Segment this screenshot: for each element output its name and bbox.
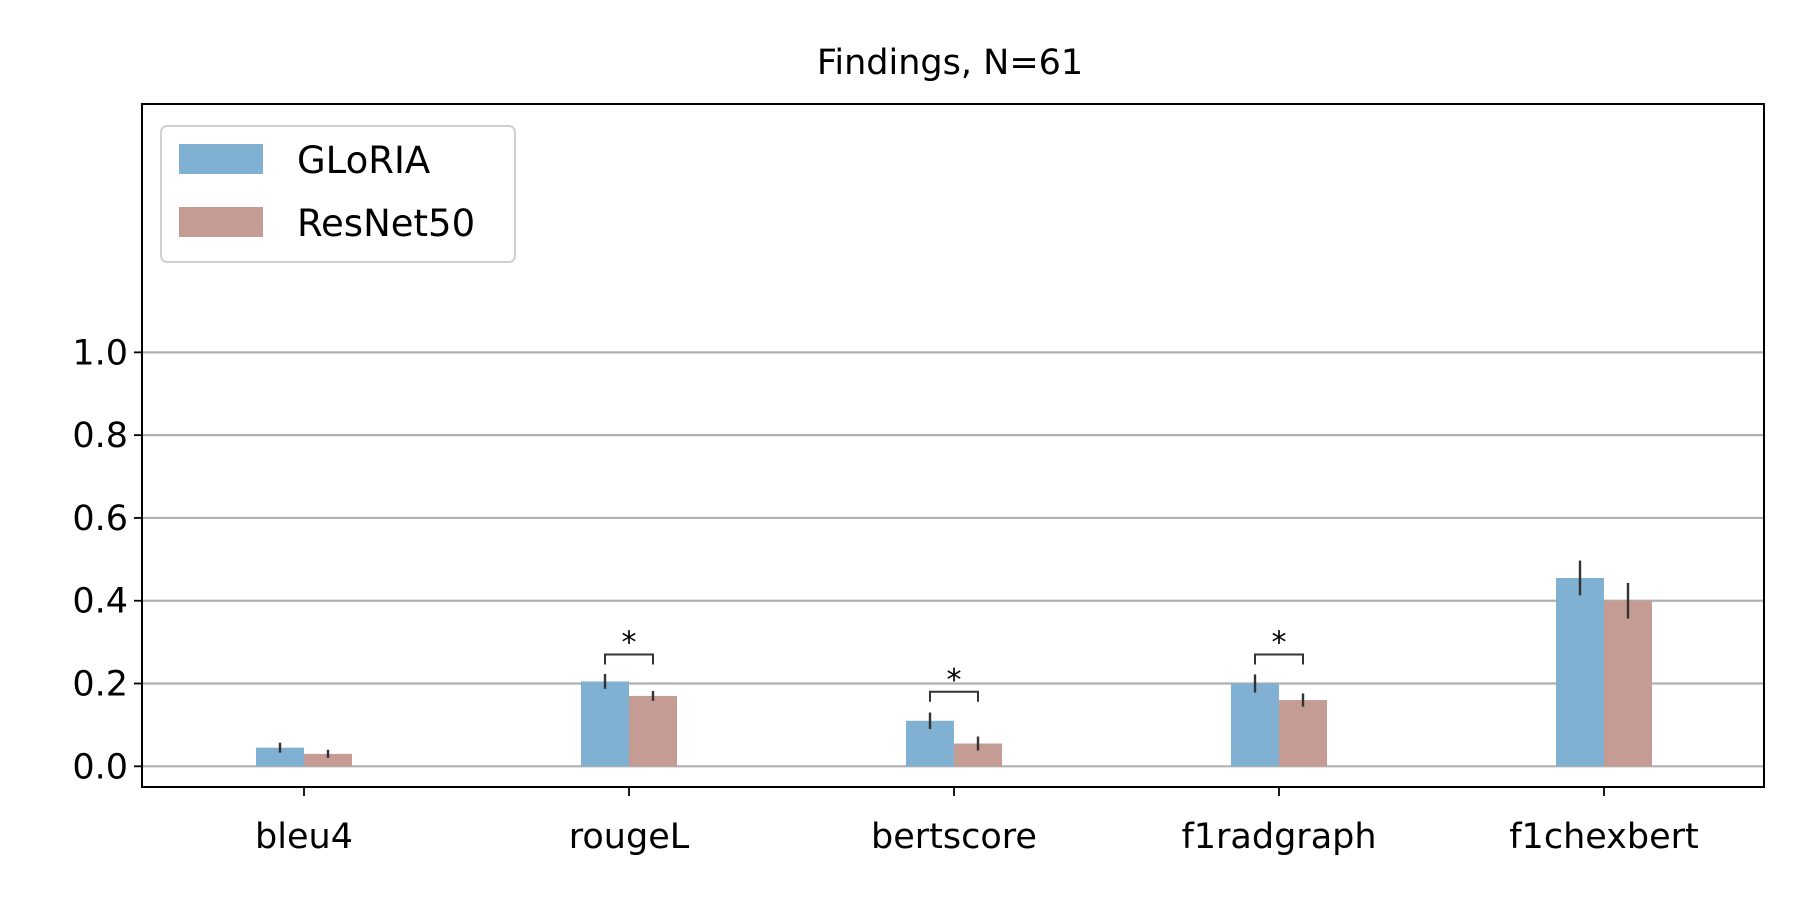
- x-tick-label: f1radgraph: [1181, 817, 1376, 857]
- bar-gloria-f1chexbert: [1556, 577, 1604, 767]
- bar-gloria-rougeL: [581, 681, 629, 767]
- plot-frame: [141, 103, 1765, 788]
- bar-resnet50-bertscore: [954, 743, 1002, 767]
- bars: [256, 577, 1652, 767]
- y-tick-label: 0.4: [72, 582, 128, 622]
- significance-star: *: [1272, 626, 1287, 661]
- significance-star: *: [947, 663, 962, 698]
- significance-bracket: [1254, 653, 1304, 665]
- y-tick-label: 0.8: [72, 416, 128, 456]
- significance-bracket: [929, 690, 979, 702]
- legend-label: GLoRIA: [297, 139, 430, 182]
- x-tick-label: bleu4: [255, 817, 353, 857]
- x-tick-label: bertscore: [871, 817, 1037, 857]
- grid-lines: [142, 351, 1764, 768]
- x-tick-label: f1chexbert: [1509, 817, 1699, 857]
- bar-resnet50-f1chexbert: [1604, 600, 1652, 767]
- bar-gloria-bleu4: [256, 747, 304, 767]
- y-tick-label: 0.6: [72, 499, 128, 539]
- bar-resnet50-bleu4: [304, 753, 352, 767]
- significance-star: *: [622, 626, 637, 661]
- legend-swatch-gloria: [179, 144, 263, 174]
- bar-resnet50-rougeL: [629, 695, 677, 767]
- legend-label: ResNet50: [297, 202, 475, 245]
- legend: GLoRIA ResNet50: [160, 125, 516, 263]
- significance-markers: * * *: [604, 626, 1304, 702]
- y-tick-label: 0.2: [72, 665, 128, 705]
- x-tick-label: rougeL: [569, 817, 690, 857]
- legend-swatch-resnet50: [179, 207, 263, 237]
- y-tick-label: 1.0: [72, 333, 128, 373]
- y-tick-label: 0.0: [72, 747, 128, 787]
- error-bars: [278, 560, 1630, 759]
- bar-gloria-f1radgraph: [1231, 683, 1279, 767]
- axes: 0.0 0.2 0.4 0.6 0.8 1.0 bleu4 rougeL bertscore f1…: [72, 103, 1765, 857]
- chart-title: Findings, N=61: [817, 43, 1083, 83]
- significance-bracket: [604, 653, 654, 665]
- bar-resnet50-f1radgraph: [1279, 700, 1327, 767]
